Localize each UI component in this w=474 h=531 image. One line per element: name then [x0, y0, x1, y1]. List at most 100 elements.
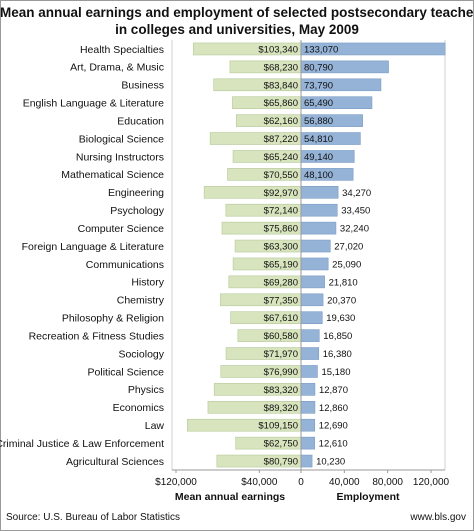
employment-bar [300, 221, 337, 235]
employment-value-label: 10,230 [316, 457, 345, 468]
earnings-value-label: $60,580 [264, 331, 298, 342]
employment-bar [300, 436, 315, 450]
employment-value-label: 20,370 [327, 295, 356, 306]
earnings-value-label: $70,550 [264, 170, 298, 181]
employment-bar [300, 418, 316, 432]
category-label: Philosophy & Religion [62, 313, 164, 325]
earnings-value-label: $75,860 [264, 224, 298, 235]
employment-value-label: 15,180 [321, 367, 350, 378]
right-axis-tick-label: 80,000 [372, 477, 403, 488]
earnings-value-label: $80,790 [264, 457, 298, 468]
employment-value-label: 16,380 [323, 349, 352, 360]
employment-bar [300, 293, 324, 307]
earnings-value-label: $62,160 [264, 116, 298, 127]
category-label: Engineering [108, 187, 164, 199]
employment-value-label: 33,450 [341, 206, 370, 217]
employment-value-label: 54,810 [304, 134, 333, 145]
employment-bar [300, 347, 320, 360]
earnings-value-label: $65,190 [264, 259, 298, 270]
employment-bar [300, 400, 316, 414]
employment-bar [300, 203, 338, 217]
left-axis-title: Mean annual earnings [175, 491, 285, 503]
employment-value-label: 12,860 [319, 403, 348, 414]
category-label: Computer Science [78, 223, 165, 235]
earnings-value-label: $92,970 [264, 188, 298, 199]
employment-value-label: 32,240 [340, 224, 369, 235]
employment-bar [300, 311, 323, 325]
earnings-value-label: $103,340 [258, 44, 298, 55]
earnings-value-label: $72,140 [264, 206, 298, 217]
employment-bar [300, 365, 318, 378]
category-label: Health Specialties [80, 44, 164, 56]
category-label: Chemistry [117, 295, 165, 307]
chart-title: Mean annual earnings and employment of s… [0, 4, 474, 38]
employment-value-label: 133,070 [304, 44, 338, 55]
left-axis-tick-label: $40,000 [241, 477, 278, 488]
employment-value-label: 56,880 [304, 116, 333, 127]
category-label: English Language & Literature [23, 98, 164, 110]
category-label: Mathematical Science [61, 169, 164, 181]
category-label: Psychology [110, 205, 164, 217]
earnings-value-label: $62,750 [264, 439, 298, 450]
employment-value-label: 19,630 [326, 313, 355, 324]
employment-value-label: 73,790 [304, 80, 333, 91]
category-label: Business [121, 80, 164, 92]
employment-value-label: 65,490 [304, 98, 333, 109]
category-label: History [131, 277, 164, 289]
website-note: www.bls.gov [410, 512, 466, 523]
employment-bar [300, 329, 320, 342]
employment-bar [300, 185, 339, 199]
category-label: Foreign Language & Literature [22, 241, 165, 253]
earnings-value-label: $65,860 [264, 98, 298, 109]
earnings-value-label: $87,220 [264, 134, 298, 145]
employment-value-label: 12,690 [319, 421, 348, 432]
category-label: Sociology [118, 348, 164, 360]
employment-bar [300, 383, 316, 396]
category-label: Nursing Instructors [76, 151, 164, 163]
category-label: Communications [86, 259, 164, 271]
left-axis-tick-label: $120,000 [155, 477, 197, 488]
employment-value-label: 25,090 [332, 259, 361, 270]
employment-value-label: 12,870 [319, 385, 348, 396]
employment-value-label: 12,610 [319, 439, 348, 450]
chart-title-line-1: Mean annual earnings and employment of s… [0, 5, 474, 20]
earnings-value-label: $89,320 [264, 403, 298, 414]
employment-bar [300, 454, 313, 468]
category-label: Law [145, 420, 165, 432]
earnings-value-label: $65,240 [264, 152, 298, 163]
employment-value-label: 80,790 [304, 62, 333, 73]
employment-value-label: 48,100 [304, 170, 333, 181]
employment-bar [300, 257, 329, 271]
earnings-value-label: $71,970 [264, 349, 298, 360]
right-axis-tick-label: 40,000 [329, 477, 360, 488]
category-label: Education [117, 115, 164, 127]
category-label: Art, Drama, & Music [70, 62, 164, 74]
category-label: Physics [128, 384, 164, 396]
category-label: Biological Science [79, 133, 164, 145]
employment-value-label: 49,140 [304, 152, 333, 163]
category-label: Agricultural Sciences [66, 456, 164, 468]
employment-value-label: 34,270 [342, 188, 371, 199]
right-axis-tick-label: 0 [298, 477, 304, 488]
employment-bar [300, 239, 331, 253]
earnings-value-label: $109,150 [258, 421, 298, 432]
category-label: Recreation & Fitness Studies [29, 330, 164, 342]
earnings-value-label: $68,230 [264, 62, 298, 73]
earnings-value-label: $63,300 [264, 242, 298, 253]
earnings-value-label: $83,840 [264, 80, 298, 91]
employment-value-label: 16,850 [323, 331, 352, 342]
earnings-value-label: $77,350 [264, 295, 298, 306]
earnings-value-label: $83,320 [264, 385, 298, 396]
source-note: Source: U.S. Bureau of Labor Statistics [6, 512, 180, 523]
category-label: Criminal Justice & Law Enforcement [0, 438, 164, 450]
earnings-value-label: $69,280 [264, 277, 298, 288]
category-label: Political Science [88, 366, 165, 378]
employment-value-label: 27,020 [334, 242, 363, 253]
employment-bar [300, 275, 325, 289]
right-axis-tick-label: 120,000 [413, 477, 450, 488]
earnings-value-label: $76,990 [264, 367, 298, 378]
right-axis-title: Employment [336, 491, 400, 503]
employment-value-label: 21,810 [329, 277, 358, 288]
chart-title-line-2: in colleges and universities, May 2009 [115, 22, 359, 37]
